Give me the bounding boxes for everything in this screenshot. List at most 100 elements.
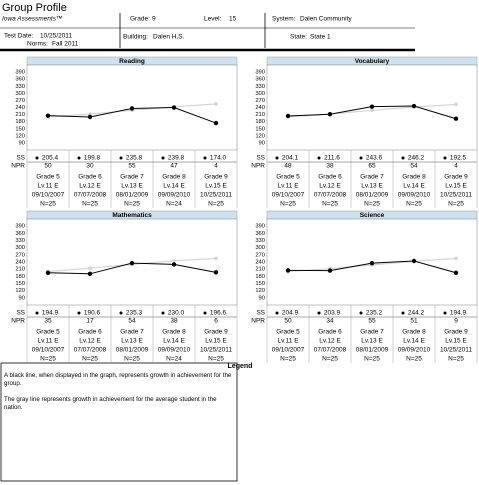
npr-label: 35: [44, 318, 52, 325]
y-tick-label: 360: [255, 77, 265, 83]
count-label: N=25: [124, 201, 140, 208]
ss-label: 199.8: [84, 155, 101, 162]
x-tick-label: Grade 7: [360, 174, 384, 181]
data-point: [369, 104, 375, 109]
chart-title: Reading: [119, 58, 145, 65]
data-point: [214, 256, 218, 261]
level-label: Lv.13 E: [361, 338, 383, 345]
count-label: N=25: [208, 356, 224, 363]
y-tick-label: 360: [15, 231, 25, 237]
x-tick-label: Grade 5: [276, 174, 300, 181]
ss-dot: [77, 311, 81, 315]
legend-box: [0, 362, 238, 482]
npr-label: 17: [86, 318, 94, 325]
field-label: State:: [290, 34, 307, 41]
date-label: 09/09/2010: [158, 347, 191, 354]
ss-label: 194.9: [42, 310, 59, 317]
field-label: Level:: [204, 16, 222, 23]
y-tick-label: 390: [255, 224, 265, 230]
legend-text: A black line, when displayed in the grap…: [4, 372, 232, 420]
ss-label: 211.6: [324, 155, 340, 162]
ss-dot: [401, 311, 405, 315]
y-tick-label: 240: [15, 260, 25, 266]
field-value: Dalen H.S.: [153, 34, 185, 41]
date-label: 09/09/2010: [398, 192, 431, 199]
date-label: 10/25/2011: [200, 347, 232, 354]
x-tick-label: Grade 7: [360, 329, 384, 336]
level-label: Lv.11 E: [37, 183, 59, 190]
count-label: N=24: [166, 201, 182, 208]
y-tick-label: 120: [255, 288, 265, 294]
chart-title: Mathematics: [112, 212, 152, 219]
level-label: Lv.12 E: [319, 183, 341, 190]
x-tick-label: Grade 5: [36, 174, 60, 181]
ss-dot: [275, 156, 279, 160]
level-label: Lv.14 E: [403, 183, 425, 190]
level-label: Lv.11 E: [277, 183, 299, 190]
npr-label: 55: [368, 318, 376, 325]
level-label: Lv.15 E: [445, 338, 467, 345]
x-tick-label: Grade 6: [78, 174, 102, 181]
y-tick-label: 270: [255, 252, 265, 258]
y-tick-label: 270: [255, 98, 265, 104]
ss-label: 205.4: [42, 155, 59, 162]
date-label: 09/10/2007: [272, 192, 305, 199]
ss-label: 203.9: [324, 310, 341, 317]
count-label: N=25: [82, 356, 98, 363]
count-label: N=25: [448, 356, 464, 363]
level-label: Lv.15 E: [445, 183, 467, 190]
chart-title: Vocabulary: [355, 58, 390, 65]
x-tick-label: Grade 8: [162, 329, 186, 336]
ss-label: 190.6: [84, 310, 101, 317]
row-label: NPR: [251, 163, 265, 170]
npr-label: 34: [326, 318, 334, 325]
y-tick-label: 210: [15, 267, 25, 273]
date-label: 07/07/2008: [74, 192, 107, 199]
data-point: [370, 108, 374, 113]
x-tick-label: Grade 9: [204, 329, 228, 336]
level-label: Lv.14 E: [403, 338, 425, 345]
ss-label: 174.0: [210, 155, 227, 162]
y-tick-label: 360: [15, 77, 25, 83]
row-label: SS: [16, 155, 25, 162]
y-tick-label: 90: [259, 295, 265, 301]
count-label: N=25: [322, 201, 338, 208]
y-tick-label: 150: [15, 126, 25, 132]
npr-label: 54: [410, 163, 418, 170]
y-tick-label: 210: [255, 112, 265, 118]
y-tick-label: 330: [15, 238, 25, 244]
npr-label: 4: [454, 163, 458, 170]
data-point: [411, 103, 417, 109]
ss-dot: [203, 311, 207, 315]
y-tick-label: 180: [255, 274, 265, 280]
x-tick-label: Grade 5: [276, 329, 300, 336]
npr-label: 38: [326, 163, 334, 170]
field-value: Fall 2011: [52, 41, 79, 48]
npr-label: 65: [368, 163, 376, 170]
y-tick-label: 270: [15, 98, 25, 104]
npr-label: 54: [128, 318, 136, 325]
y-tick-label: 150: [255, 126, 265, 132]
ss-dot: [203, 156, 207, 160]
data-point: [88, 266, 92, 271]
legend-paragraph: The gray line represents growth in achie…: [4, 396, 217, 411]
row-label: SS: [256, 310, 265, 317]
y-tick-label: 330: [255, 238, 265, 244]
level-label: Lv.12 E: [79, 338, 101, 345]
ss-label: 244.2: [408, 310, 425, 317]
row-label: SS: [256, 155, 265, 162]
ss-label: 246.2: [408, 155, 425, 162]
date-label: 08/01/2009: [116, 347, 149, 354]
count-label: N=25: [406, 201, 422, 208]
ss-dot: [359, 311, 363, 315]
x-tick-label: Grade 7: [120, 174, 144, 181]
legend-title: Legend: [228, 363, 253, 370]
date-label: 10/25/2011: [440, 347, 472, 354]
data-point: [327, 268, 333, 273]
level-label: Lv.15 E: [205, 338, 227, 345]
y-tick-label: 300: [15, 245, 25, 251]
y-tick-label: 240: [255, 105, 265, 111]
x-tick-label: Grade 8: [402, 329, 426, 336]
